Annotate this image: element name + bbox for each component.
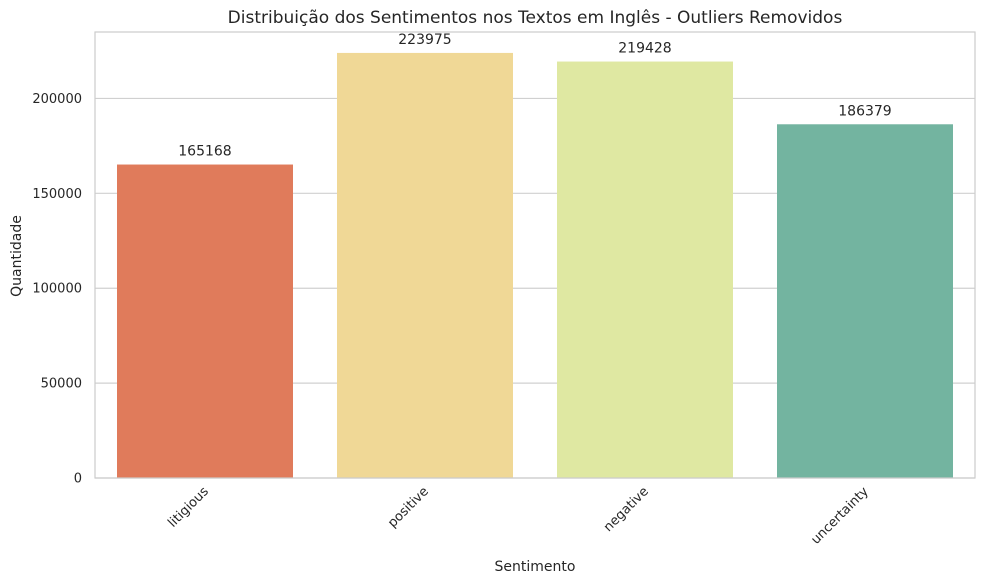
y-tick-labels: 0 50000 100000 150000 200000 — [32, 92, 82, 487]
y-tick-label: 100000 — [32, 282, 82, 297]
bar-positive — [337, 52, 513, 478]
plot-frame — [94, 31, 976, 479]
bar-uncertainty — [777, 124, 953, 478]
data-label-litigious: 165168 — [178, 144, 231, 160]
data-label-negative: 219428 — [618, 41, 671, 57]
y-tick-label: 150000 — [32, 187, 82, 202]
data-labels: 165168 223975 219428 186379 — [178, 32, 891, 160]
data-label-positive: 223975 — [398, 32, 451, 48]
chart-title: Distribuição dos Sentimentos nos Textos … — [228, 8, 843, 28]
y-tick-label: 50000 — [41, 377, 82, 392]
bar-litigious — [117, 164, 293, 478]
data-label-uncertainty: 186379 — [838, 103, 891, 119]
bars — [117, 52, 953, 478]
bar-negative — [557, 61, 733, 478]
y-tick-label: 0 — [74, 472, 82, 487]
y-axis-label: Quantidade — [9, 215, 25, 297]
y-tick-label: 200000 — [32, 92, 82, 107]
x-axis-label: Sentimento — [495, 559, 576, 575]
